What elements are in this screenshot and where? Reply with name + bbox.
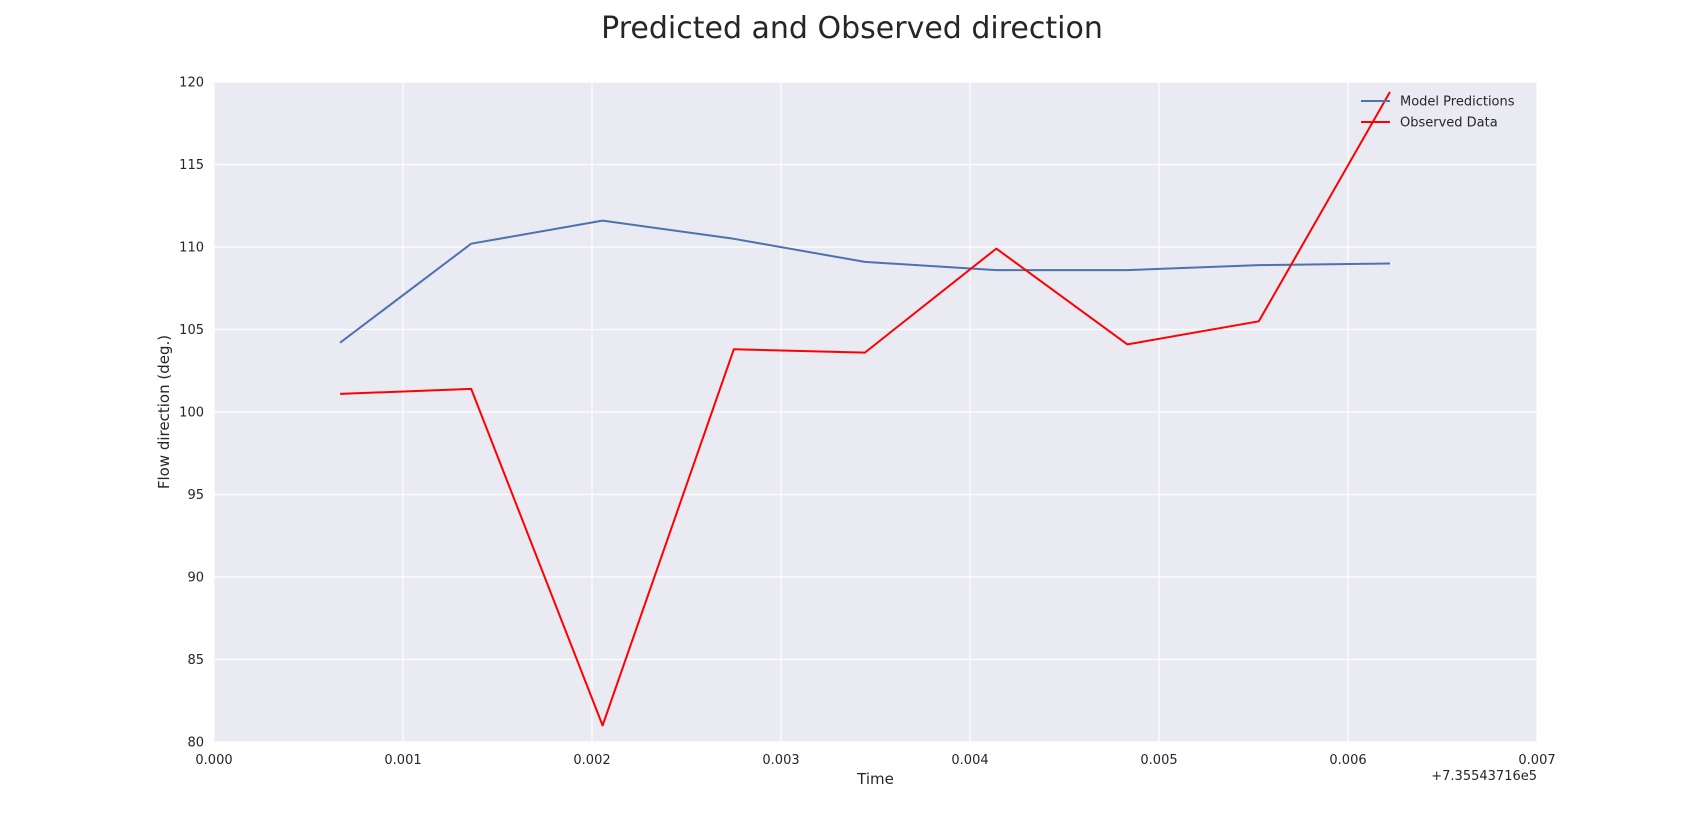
y-tick-label: 110	[179, 241, 204, 256]
y-tick-label: 95	[187, 488, 204, 503]
legend: Model Predictions Observed Data	[1361, 95, 1515, 131]
legend-label: Model Predictions	[1400, 95, 1515, 110]
series-line-observed-data	[340, 91, 1391, 727]
y-tick-label: 100	[179, 406, 204, 421]
y-tick-label: 120	[179, 76, 204, 91]
x-tick-label: 0.003	[762, 753, 799, 768]
y-tick-label: 85	[187, 653, 204, 668]
x-tick-label: 0.006	[1329, 753, 1366, 768]
y-tick-label: 80	[187, 736, 204, 751]
x-axis-label: Time	[856, 770, 894, 788]
y-tick-label: 105	[179, 323, 204, 338]
x-tick-label: 0.005	[1140, 753, 1177, 768]
series-line-model-predictions	[339, 219, 1391, 344]
x-tick-label: 0.001	[384, 753, 421, 768]
x-tick-label: 0.007	[1518, 753, 1555, 768]
chart-title: Predicted and Observed direction	[601, 11, 1103, 46]
y-tick-label: 90	[187, 571, 204, 586]
x-tick-label: 0.002	[573, 753, 610, 768]
x-tick-label: 0.004	[951, 753, 988, 768]
legend-label: Observed Data	[1400, 116, 1498, 131]
x-axis-offset-label: +7.35543716e5	[1431, 769, 1537, 784]
y-axis-label: Flow direction (deg.)	[155, 335, 173, 489]
grid	[213, 81, 1538, 743]
tick-labels: 0.000 0.001 0.002 0.003 0.004 0.005 0.006 0.007…	[179, 76, 1555, 769]
y-tick-label: 115	[179, 158, 204, 173]
series-layer	[339, 91, 1391, 727]
x-tick-label: 0.000	[195, 753, 232, 768]
